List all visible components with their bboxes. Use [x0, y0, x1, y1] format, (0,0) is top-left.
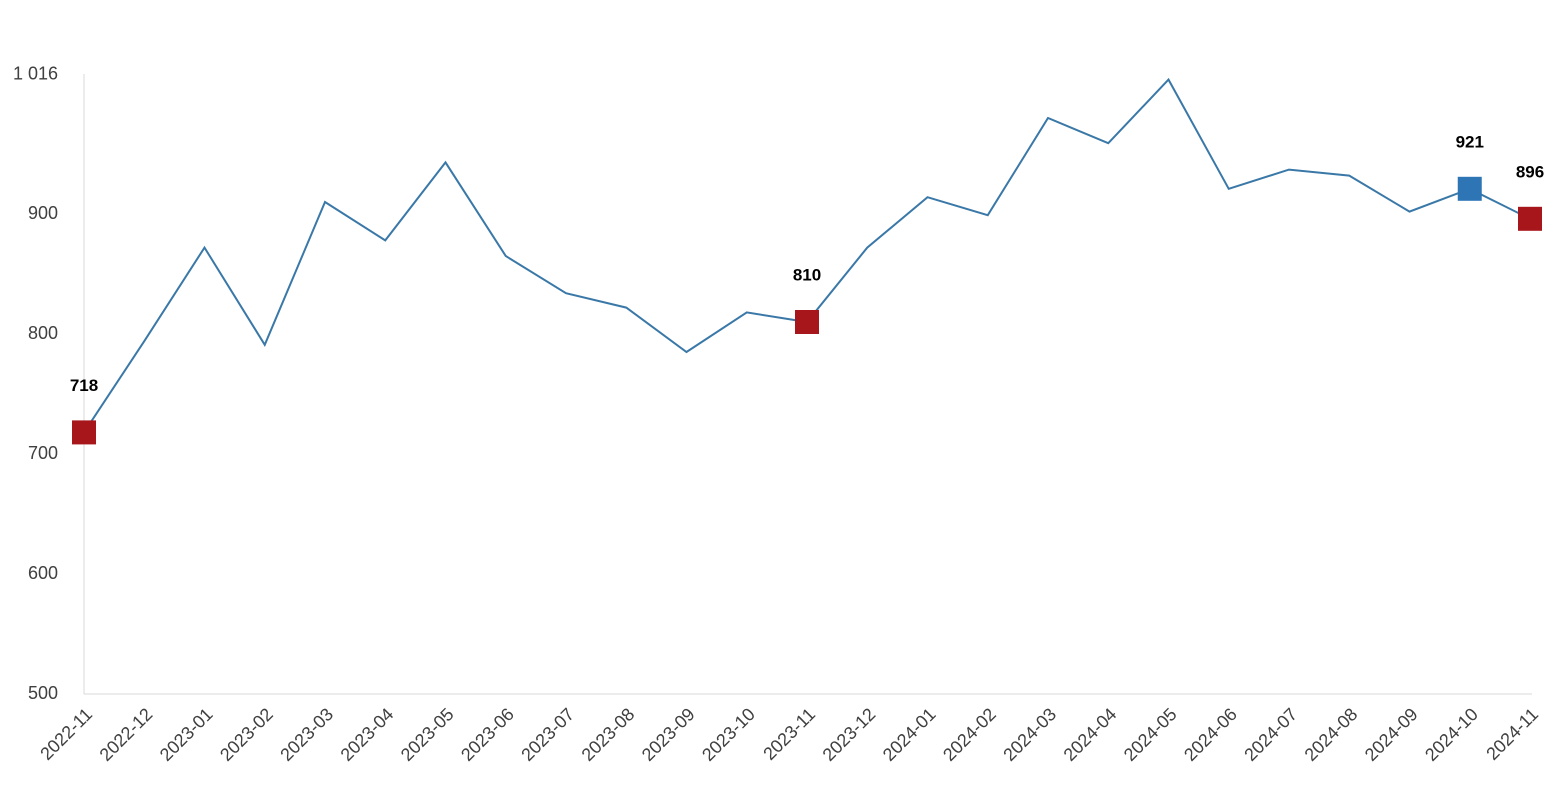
x-tick-label: 2023-10: [698, 704, 759, 765]
x-tick-label: 2024-02: [939, 704, 1000, 765]
x-tick-label: 2023-09: [638, 704, 699, 765]
x-tick-label: 2024-07: [1240, 704, 1301, 765]
x-tick-label: 2023-11: [759, 704, 819, 764]
data-marker: [1518, 206, 1542, 231]
x-tick-label: 2024-09: [1361, 704, 1422, 765]
x-tick-label: 2022-11: [36, 704, 96, 764]
data-line: [83, 77, 1531, 433]
x-tick-label: 2024-10: [1421, 704, 1482, 765]
x-tick-label: 2023-07: [517, 704, 578, 765]
y-tick-label: 900: [28, 203, 58, 223]
y-tick-label: 700: [28, 443, 58, 463]
x-tick-label: 2023-01: [156, 704, 217, 765]
y-tick-label: 500: [28, 683, 58, 703]
x-tick-label: 2024-01: [879, 704, 940, 765]
y-tick-label: 1 016: [13, 64, 58, 84]
data-marker: [1457, 176, 1482, 201]
x-tick-label: 2024-04: [1060, 704, 1121, 765]
x-tick-label: 2024-03: [999, 704, 1060, 765]
x-tick-label: 2023-12: [819, 704, 880, 765]
x-tick-label: 2024-05: [1120, 704, 1181, 765]
data-marker: [795, 310, 819, 334]
x-tick-label: 2023-08: [578, 704, 639, 765]
x-tick-label: 2024-11: [1482, 704, 1542, 764]
y-tick-label: 800: [28, 323, 58, 343]
x-tick-label: 2023-05: [397, 704, 458, 765]
data-label: 810: [793, 265, 821, 284]
x-tick-label: 2023-02: [216, 704, 277, 765]
x-tick-label: 2023-03: [276, 704, 337, 765]
data-label: 921: [1456, 132, 1484, 151]
x-tick-label: 2022-12: [96, 704, 157, 765]
y-tick-label: 600: [28, 563, 58, 583]
data-marker: [72, 420, 96, 445]
data-label: 718: [70, 376, 98, 395]
x-tick-label: 2024-06: [1180, 704, 1241, 765]
x-tick-label: 2024-08: [1301, 704, 1362, 765]
data-label: 896: [1516, 162, 1544, 181]
x-tick-label: 2023-06: [457, 704, 518, 765]
x-tick-label: 2023-04: [337, 704, 398, 765]
